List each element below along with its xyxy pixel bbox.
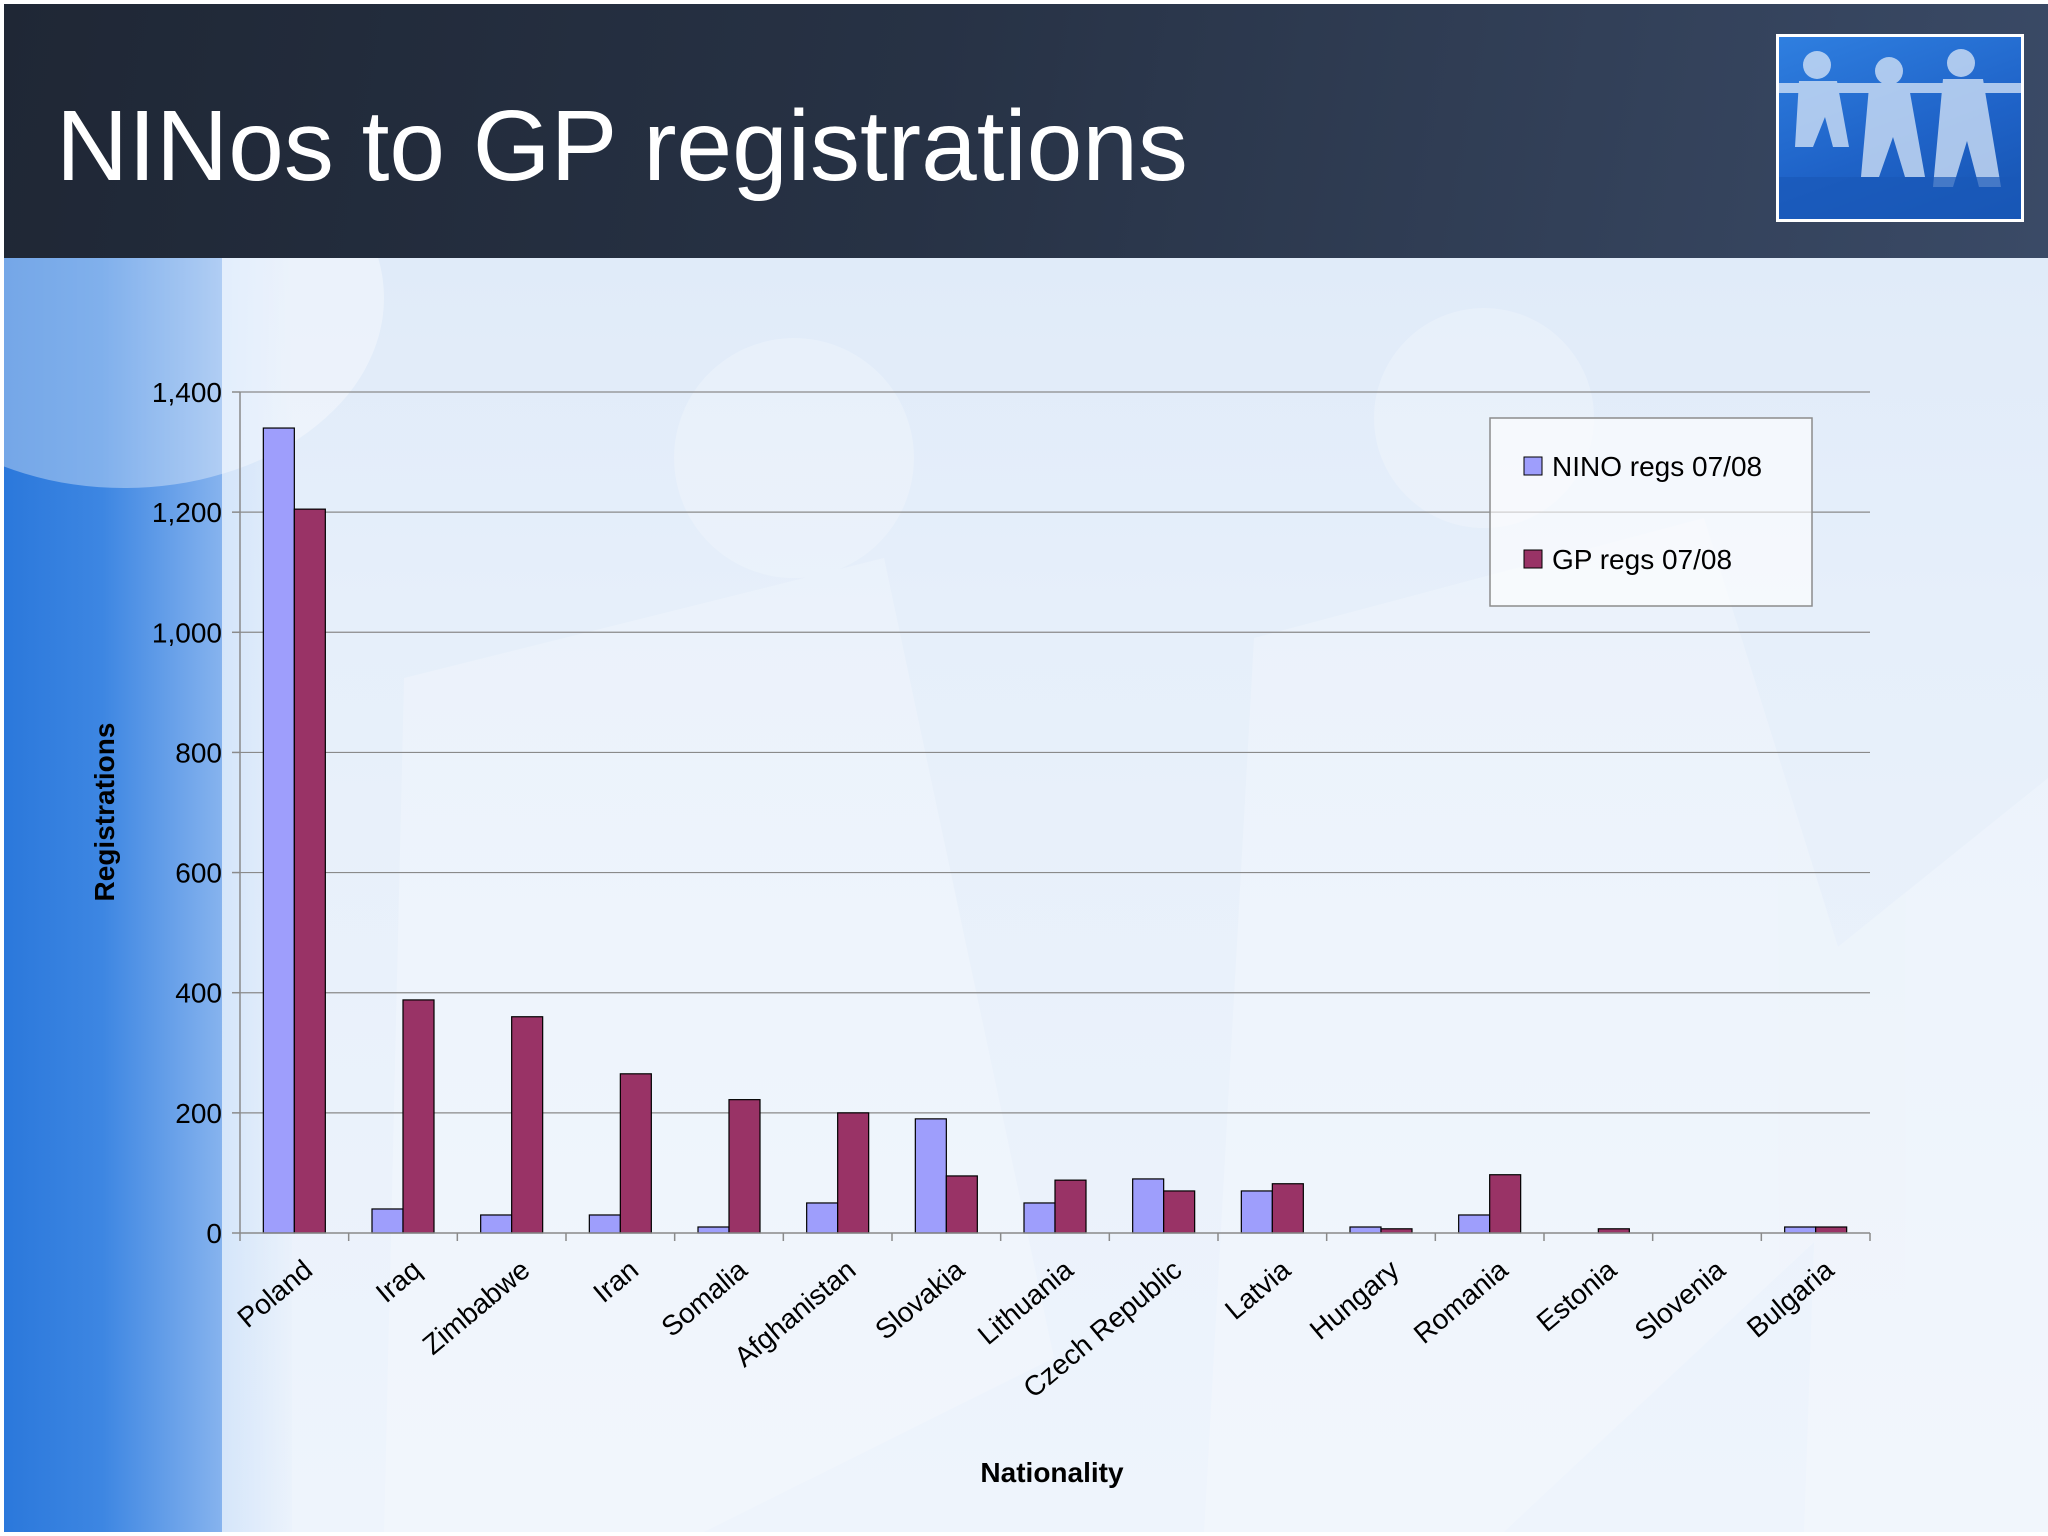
bar-nino-somalia — [697, 1226, 730, 1234]
x-tick-label: Afghanistan — [728, 1254, 861, 1373]
bar-gp-somalia — [728, 1099, 761, 1234]
y-tick-label: 600 — [175, 858, 222, 889]
x-tick-label: Latvia — [1219, 1254, 1296, 1326]
slide-title: NINos to GP registrations — [56, 90, 1188, 202]
x-tick-label: Lithuania — [972, 1254, 1079, 1351]
bar-chart: 0 200 400 600 800 1,000 1,200 1,400 Poland IraqZ… — [89, 377, 1871, 1488]
bar-gp-afghanistan — [837, 1112, 870, 1234]
bar-nino-hungary — [1349, 1226, 1382, 1234]
legend-label-gp: GP regs 07/08 — [1552, 544, 1732, 575]
bar-nino-bulgaria — [1784, 1226, 1817, 1234]
y-tick-label: 200 — [175, 1098, 222, 1129]
bar-gp-slovakia — [945, 1175, 978, 1234]
x-tick-label: Iran — [587, 1254, 644, 1309]
x-axis-title: Nationality — [980, 1457, 1124, 1488]
bar-nino-slovakia — [914, 1118, 947, 1234]
x-tick-label: Estonia — [1531, 1254, 1623, 1338]
chart-bars — [262, 427, 1848, 1234]
y-axis-tick-labels: 0 200 400 600 800 1,000 1,200 1,400 — [152, 377, 222, 1249]
bar-nino-czech-republic — [1132, 1178, 1165, 1234]
x-tick-label: Iraq — [370, 1254, 427, 1309]
slide: NINos to GP registrations 0 200 400 600 800 1… — [4, 4, 2048, 1532]
bar-gp-czech-republic — [1163, 1190, 1196, 1234]
y-axis-title: Registrations — [89, 723, 120, 902]
x-tick-label: Zimbabwe — [417, 1254, 536, 1361]
paper-people-chain-icon — [1779, 49, 2021, 219]
bar-gp-poland — [293, 508, 326, 1234]
bar-nino-iran — [588, 1214, 621, 1234]
x-tick-label: Hungary — [1304, 1254, 1405, 1346]
y-tick-label: 800 — [175, 737, 222, 768]
chart-gridlines — [240, 391, 1870, 1114]
left-decorative-band — [4, 258, 222, 1532]
y-tick-label: 1,400 — [152, 377, 222, 408]
y-tick-label: 1,000 — [152, 617, 222, 648]
x-tick-label: Somalia — [655, 1254, 753, 1343]
legend-swatch-gp — [1523, 549, 1543, 569]
legend-swatch-nino — [1523, 456, 1543, 476]
chart-legend: NINO regs 07/08 GP regs 07/08 — [1489, 417, 1813, 607]
bar-gp-latvia — [1271, 1183, 1304, 1234]
bar-nino-zimbabwe — [480, 1214, 513, 1234]
y-tick-label: 0 — [206, 1218, 222, 1249]
x-tick-label: Romania — [1408, 1254, 1514, 1350]
bar-nino-iraq — [371, 1208, 404, 1234]
bar-nino-poland — [262, 427, 295, 1234]
x-tick-label: Poland — [231, 1254, 318, 1334]
paper-people-thumbnail-image — [1776, 34, 2024, 222]
y-tick-label: 1,200 — [152, 497, 222, 528]
bar-nino-afghanistan — [806, 1202, 839, 1234]
bar-gp-iraq — [402, 999, 435, 1234]
x-tick-label: Slovenia — [1629, 1254, 1732, 1347]
bar-nino-lithuania — [1023, 1202, 1056, 1234]
bar-gp-iran — [619, 1073, 652, 1234]
bar-gp-bulgaria — [1815, 1226, 1848, 1234]
legend-box — [1489, 417, 1813, 607]
bar-gp-zimbabwe — [511, 1016, 544, 1234]
bar-nino-latvia — [1240, 1190, 1273, 1234]
bar-gp-romania — [1489, 1174, 1522, 1234]
slide-header: NINos to GP registrations — [4, 4, 2048, 258]
background-paper-people-decoration — [4, 258, 2048, 1532]
x-tick-label: Bulgaria — [1741, 1254, 1840, 1344]
legend-label-nino: NINO regs 07/08 — [1552, 451, 1762, 482]
bar-gp-lithuania — [1054, 1179, 1087, 1234]
x-tick-label: Slovakia — [869, 1254, 970, 1346]
chart-axes — [232, 391, 1871, 1241]
y-tick-label: 400 — [175, 978, 222, 1009]
bar-nino-romania — [1458, 1214, 1491, 1234]
